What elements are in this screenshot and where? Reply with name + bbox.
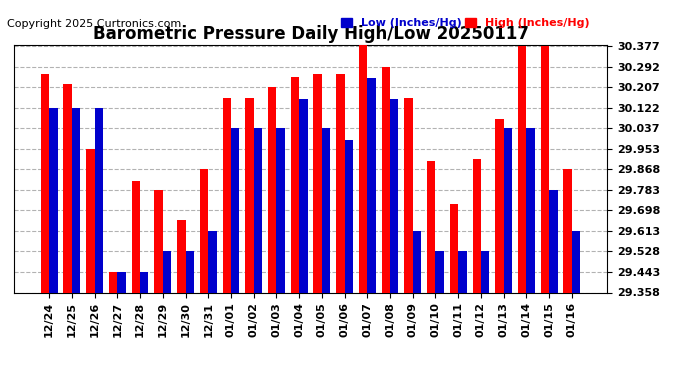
- Bar: [290, 77, 299, 292]
- Text: Copyright 2025 Curtronics.com: Copyright 2025 Curtronics.com: [7, 19, 181, 29]
- Bar: [549, 190, 558, 292]
- Bar: [63, 84, 72, 292]
- Bar: [86, 149, 95, 292]
- Bar: [336, 75, 344, 292]
- Bar: [413, 231, 421, 292]
- Bar: [473, 159, 481, 292]
- Bar: [277, 128, 285, 292]
- Bar: [186, 251, 194, 292]
- Bar: [526, 128, 535, 292]
- Bar: [268, 87, 277, 292]
- Bar: [132, 181, 140, 292]
- Bar: [382, 67, 390, 292]
- Bar: [518, 46, 526, 292]
- Bar: [245, 98, 254, 292]
- Bar: [564, 169, 572, 292]
- Bar: [541, 46, 549, 292]
- Bar: [41, 75, 49, 292]
- Legend: Low (Inches/Hg), High (Inches/Hg): Low (Inches/Hg), High (Inches/Hg): [341, 18, 590, 28]
- Bar: [344, 140, 353, 292]
- Bar: [177, 219, 186, 292]
- Title: Barometric Pressure Daily High/Low 20250117: Barometric Pressure Daily High/Low 20250…: [92, 26, 529, 44]
- Bar: [163, 251, 171, 292]
- Bar: [427, 162, 435, 292]
- Bar: [450, 204, 458, 292]
- Bar: [504, 128, 512, 292]
- Bar: [223, 98, 231, 292]
- Bar: [404, 98, 413, 292]
- Bar: [390, 99, 398, 292]
- Bar: [109, 272, 117, 292]
- Bar: [359, 44, 367, 292]
- Bar: [254, 128, 262, 292]
- Bar: [435, 251, 444, 292]
- Bar: [72, 108, 80, 292]
- Bar: [140, 272, 148, 292]
- Bar: [117, 272, 126, 292]
- Bar: [367, 78, 376, 292]
- Bar: [49, 108, 57, 292]
- Bar: [95, 108, 103, 292]
- Bar: [313, 75, 322, 292]
- Bar: [231, 128, 239, 292]
- Bar: [208, 231, 217, 292]
- Bar: [495, 119, 504, 292]
- Bar: [481, 251, 489, 292]
- Bar: [200, 169, 208, 292]
- Bar: [572, 231, 580, 292]
- Bar: [155, 190, 163, 292]
- Bar: [299, 99, 308, 292]
- Bar: [322, 128, 331, 292]
- Bar: [458, 251, 466, 292]
